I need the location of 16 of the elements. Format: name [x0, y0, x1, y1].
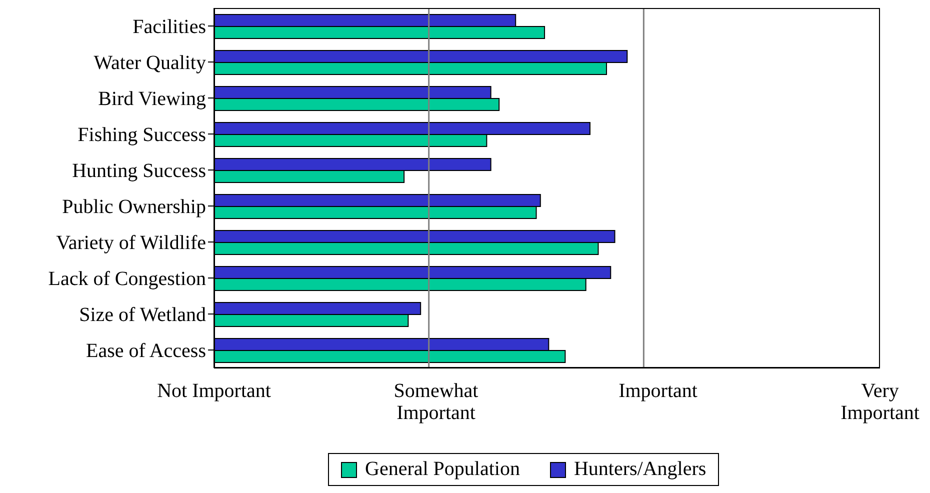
text: Not Important: [157, 380, 271, 402]
y-tick-label: Facilities: [132, 16, 206, 38]
y-tick-label: Water Quality: [94, 52, 206, 74]
legend-label: Hunters/Anglers: [574, 458, 706, 481]
y-tick-label: Variety of Wildlife: [56, 232, 206, 254]
text: Important: [618, 380, 698, 402]
text: Somewhat Important: [394, 380, 478, 424]
y-tick-label: Lack of Congestion: [48, 268, 206, 290]
legend-label: General Population: [365, 458, 520, 481]
y-tick-label: Ease of Access: [86, 340, 206, 362]
y-tick-label: Hunting Success: [72, 160, 206, 182]
text: Very Important: [840, 380, 920, 424]
y-tick-label: Fishing Success: [78, 124, 206, 146]
y-tick-label: Public Ownership: [62, 196, 206, 218]
y-tick-label: Bird Viewing: [98, 88, 206, 110]
y-tick-label: Size of Wetland: [79, 304, 206, 326]
